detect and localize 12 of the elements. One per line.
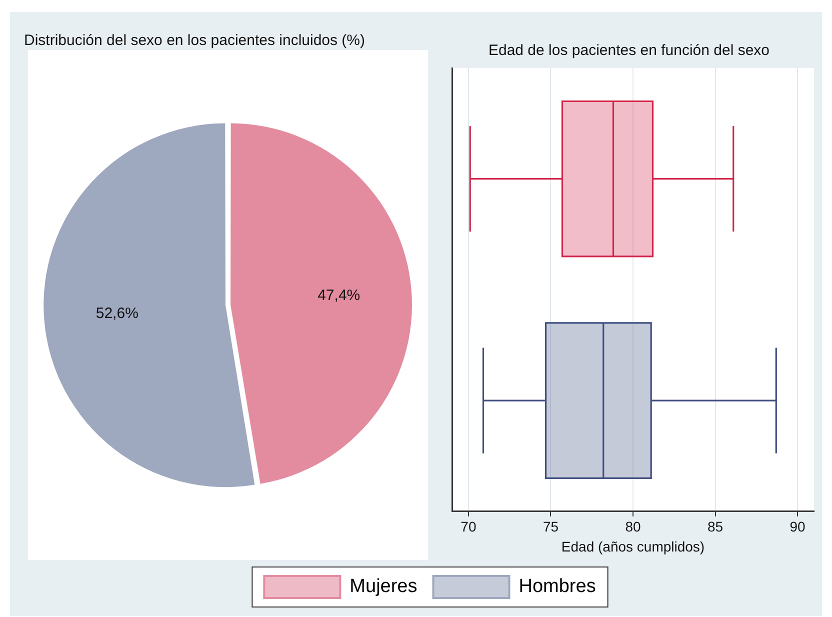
x-tick-label: 90 [790, 518, 806, 535]
x-axis-title: Edad (años cumplidos) [561, 538, 705, 554]
legend-label: Hombres [518, 576, 596, 598]
x-tick-label: 70 [460, 518, 476, 535]
legend-label: Mujeres [350, 576, 418, 598]
chart-title: Edad de los pacientes en función del sexo [488, 42, 770, 60]
data-label: 47,4% [318, 287, 360, 304]
chart-title: Distribución del sexo en los pacientes incluidos (%) [24, 32, 366, 49]
x-tick-label: 75 [542, 518, 559, 535]
data-label: 52,6% [96, 305, 138, 322]
x-tick-label: 80 [625, 518, 641, 535]
x-tick-label: 85 [707, 518, 724, 535]
